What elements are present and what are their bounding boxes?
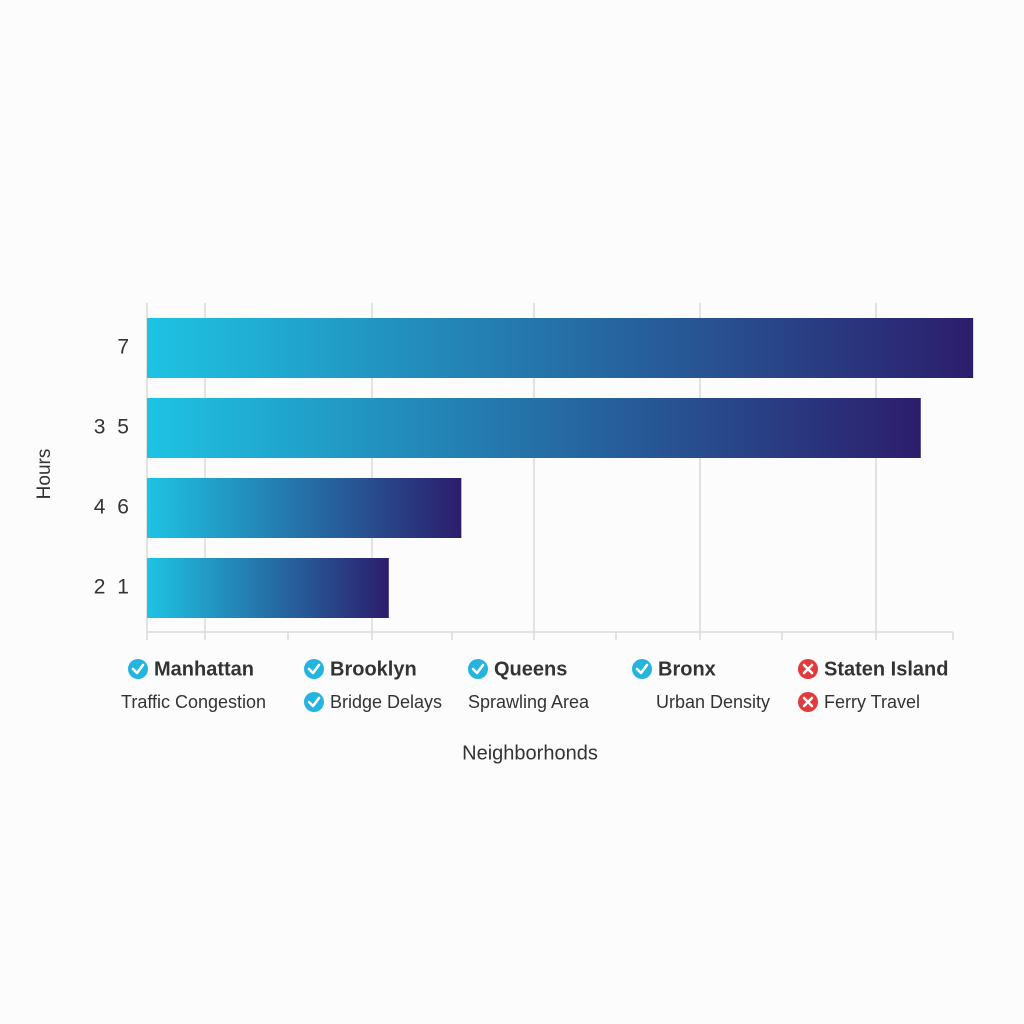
icon-circle xyxy=(468,659,488,679)
legend-label: Manhattan xyxy=(154,658,254,680)
legend-note: Urban Density xyxy=(656,692,770,712)
check-icon xyxy=(128,659,148,679)
icon-glyph xyxy=(307,696,321,708)
icon-glyph xyxy=(471,663,485,675)
icon-circle xyxy=(632,659,652,679)
cross-icon xyxy=(798,659,818,679)
bar xyxy=(147,318,974,378)
legend-label: Bronx xyxy=(658,658,716,680)
icon-glyph xyxy=(635,663,649,675)
check-icon xyxy=(304,692,324,712)
legend-label: Staten Island xyxy=(824,658,948,680)
icon-circle xyxy=(128,659,148,679)
icon-glyph xyxy=(802,663,814,675)
legend-note: Sprawling Area xyxy=(468,692,590,712)
check-icon xyxy=(468,659,488,679)
legend-note: Traffic Congestion xyxy=(121,692,266,712)
legend-note: Ferry Travel xyxy=(824,692,920,712)
cross-icon xyxy=(798,692,818,712)
legend-label: Queens xyxy=(494,658,567,680)
y-tick-label: 2 1 xyxy=(94,576,132,599)
legend-note: Bridge Delays xyxy=(330,692,442,712)
legend-label: Brooklyn xyxy=(330,658,417,680)
check-icon xyxy=(632,659,652,679)
x-axis-label: Neighborhonds xyxy=(462,742,598,764)
check-icon xyxy=(304,659,324,679)
icon-glyph xyxy=(307,663,321,675)
bar xyxy=(147,398,921,458)
icon-circle xyxy=(304,659,324,679)
y-tick-label: 7 xyxy=(117,336,132,359)
bar xyxy=(147,478,462,538)
y-axis-label: Hours xyxy=(34,449,55,500)
icon-glyph xyxy=(131,663,145,675)
bar xyxy=(147,558,389,618)
icon-circle xyxy=(304,692,324,712)
y-tick-label: 3 5 xyxy=(94,416,132,439)
y-tick-label: 4 6 xyxy=(94,496,132,519)
icon-glyph xyxy=(802,696,814,708)
